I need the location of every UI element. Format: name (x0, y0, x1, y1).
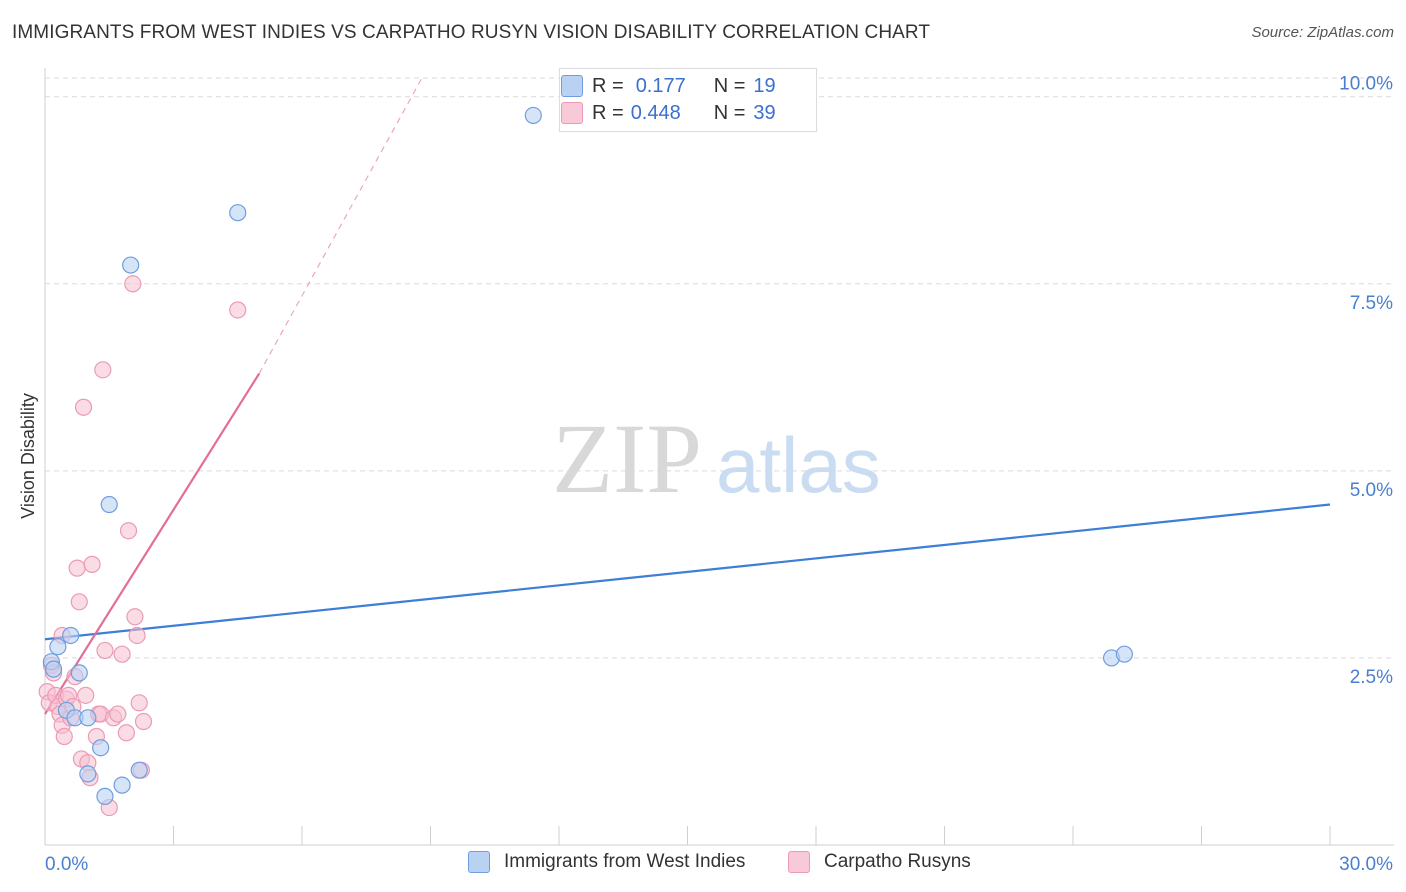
trend-line-west-indies (44, 503, 1331, 641)
point-carpatho-rusyns (124, 275, 142, 293)
point-west-indies (113, 776, 131, 794)
point-carpatho-rusyns (68, 559, 86, 577)
series-legend: Immigrants from West Indies Carpatho Rus… (0, 851, 1406, 879)
point-carpatho-rusyns (55, 727, 73, 746)
y-tick-label: 2.5% (1350, 667, 1393, 688)
data-points (38, 106, 1134, 817)
point-carpatho-rusyns (128, 626, 146, 645)
watermark: ZIP atlas (552, 403, 881, 514)
point-carpatho-rusyns (130, 694, 148, 712)
point-west-indies (122, 256, 140, 274)
point-west-indies (79, 765, 97, 783)
point-west-indies (70, 664, 88, 682)
point-west-indies (92, 739, 110, 757)
legend-r-value: 0.448 (630, 101, 681, 124)
point-west-indies (1115, 645, 1134, 663)
point-west-indies (79, 709, 97, 727)
point-carpatho-rusyns (117, 724, 135, 742)
point-west-indies (130, 761, 148, 779)
point-carpatho-rusyns (70, 593, 88, 611)
point-west-indies (44, 660, 63, 678)
source-label: Source: ZipAtlas.com (1251, 24, 1394, 41)
legend-n-label: N = (713, 74, 746, 97)
legend-item-label: Carpatho Rusyns (824, 851, 971, 872)
y-tick-label: 5.0% (1350, 480, 1393, 501)
point-west-indies (96, 787, 114, 805)
point-carpatho-rusyns (126, 608, 144, 626)
x-tick-label: 0.0% (45, 854, 88, 875)
axis-labels: 2.5% 5.0% 7.5% 10.0% 0.0% 30.0% Vision Disabil… (18, 74, 1393, 875)
point-carpatho-rusyns (74, 398, 93, 416)
point-west-indies (229, 204, 247, 222)
legend-swatch-pink (788, 851, 810, 873)
point-carpatho-rusyns (94, 361, 112, 379)
trend-lines (44, 77, 1331, 715)
point-west-indies (100, 495, 118, 514)
axes (44, 68, 1394, 846)
legend-n-value: 19 (753, 74, 776, 97)
watermark-zip: ZIP (552, 403, 702, 514)
point-carpatho-rusyns (83, 555, 101, 573)
trend-line-carpatho-rusyns (44, 372, 261, 715)
chart-title: IMMIGRANTS FROM WEST INDIES VS CARPATHO … (12, 22, 931, 43)
legend-swatch-pink (561, 102, 583, 124)
legend-item-label: Immigrants from West Indies (504, 851, 746, 872)
trend-line-carpatho-rusyns-extension (258, 77, 423, 374)
x-tick-label: 30.0% (1339, 854, 1393, 875)
legend-r-label: R = (592, 101, 624, 124)
legend-item-west-indies[interactable]: Immigrants from West Indies (468, 851, 745, 873)
point-carpatho-rusyns (109, 705, 127, 723)
legend-row-west-indies: R = 0.177 N = 19 (561, 73, 776, 99)
legend-swatch-blue (561, 75, 583, 97)
legend-row-carpatho-rusyns: R = 0.448 N = 39 (561, 100, 776, 126)
point-carpatho-rusyns (134, 712, 153, 731)
point-carpatho-rusyns (77, 686, 95, 704)
watermark-atlas: atlas (716, 421, 881, 509)
legend-n-label: N = (713, 101, 746, 124)
y-axis-label: Vision Disability (18, 393, 38, 519)
point-carpatho-rusyns (229, 301, 247, 319)
point-carpatho-rusyns (113, 645, 131, 663)
point-west-indies (62, 626, 80, 645)
legend-n-value: 39 (753, 101, 776, 124)
point-carpatho-rusyns (96, 641, 114, 660)
legend-r-value: 0.177 (635, 74, 686, 97)
legend-item-carpatho-rusyns[interactable]: Carpatho Rusyns (788, 851, 971, 873)
y-tick-label: 7.5% (1350, 293, 1393, 314)
grid-lines (45, 77, 1394, 659)
stats-legend: R = 0.177 N = 19 R = 0.448 N = 39 (559, 68, 817, 132)
point-carpatho-rusyns (119, 522, 138, 540)
legend-r-label: R = (592, 74, 624, 97)
legend-swatch-blue (468, 851, 490, 873)
point-west-indies (524, 106, 542, 125)
y-tick-label: 10.0% (1339, 74, 1393, 95)
point-west-indies (49, 638, 67, 656)
